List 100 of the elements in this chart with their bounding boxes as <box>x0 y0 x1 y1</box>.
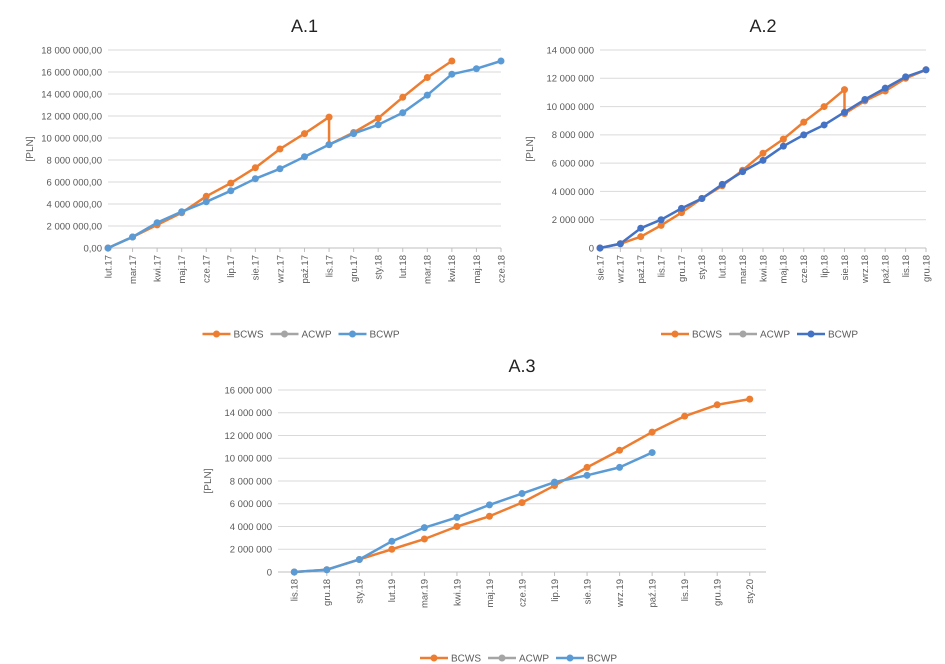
x-tick-label: sty.18 <box>697 255 708 280</box>
x-tick-label: gru.18 <box>921 255 932 282</box>
y-tick-label: 8 000 000 <box>230 476 272 488</box>
x-tick-label: paź.17 <box>636 255 648 284</box>
x-tick-label: kwi.19 <box>452 579 464 606</box>
x-tick-label: lut.18 <box>398 255 410 278</box>
y-tick-label: 10 000 000,00 <box>41 133 102 144</box>
point <box>800 131 808 138</box>
legend-label: BCWP <box>828 330 858 340</box>
point <box>453 514 460 521</box>
x-tick-label: kwi.17 <box>152 255 164 282</box>
point <box>800 118 808 126</box>
y-tick-label: 18 000 000,00 <box>41 45 102 56</box>
point <box>388 538 396 545</box>
x-tick-label: cze.18 <box>799 255 810 283</box>
point <box>658 222 665 229</box>
point <box>227 187 234 194</box>
point <box>648 428 656 436</box>
y-tick-label: 0,00 <box>84 243 102 254</box>
y-tick-label: 4 000 000 <box>552 186 594 198</box>
point <box>551 478 558 486</box>
point <box>518 490 526 498</box>
point <box>388 546 396 553</box>
x-tick-label: lip.18 <box>819 255 830 278</box>
y-tick-label: 16 000 000 <box>224 385 272 396</box>
point <box>301 153 308 160</box>
y-tick-label: 6 000 000 <box>230 499 272 510</box>
y-tick-label: 4 000 000 <box>230 522 272 533</box>
point <box>746 396 754 403</box>
x-tick-label: mar.19 <box>420 579 431 608</box>
y-tick-label: 14 000 000,00 <box>41 89 102 100</box>
point <box>780 136 787 143</box>
x-tick-label: wrz.19 <box>614 579 626 608</box>
x-tick-label: lut.18 <box>718 255 729 278</box>
legend-label: ACWP <box>302 330 332 340</box>
point <box>227 180 234 187</box>
y-tick-label: 16 000 000,00 <box>41 67 102 78</box>
y-tick-label: 4 000 000,00 <box>46 199 102 210</box>
point <box>301 130 308 138</box>
y-tick-label: 2 000 000 <box>230 544 272 556</box>
x-tick-label: kwi.18 <box>758 255 770 282</box>
point <box>760 156 766 164</box>
x-tick-label: lip.19 <box>550 579 561 602</box>
point <box>498 58 504 64</box>
point <box>276 146 284 152</box>
point <box>584 464 591 471</box>
x-tick-label: gru.17 <box>348 255 360 282</box>
chart-title: A.3 <box>508 356 536 376</box>
x-tick-label: cze.19 <box>517 579 528 607</box>
x-tick-label: maj.18 <box>778 255 790 284</box>
x-tick-label: paź.18 <box>880 255 892 284</box>
point <box>399 109 406 116</box>
point <box>616 446 624 454</box>
legend-label: BCWP <box>370 330 400 340</box>
y-axis-title: [PLN] <box>525 136 536 162</box>
point <box>760 150 766 157</box>
point <box>820 121 828 128</box>
y-tick-label: 6 000 000 <box>552 158 594 170</box>
point <box>637 224 644 232</box>
legend-label: ACWP <box>760 330 790 340</box>
x-tick-label: lut.19 <box>387 579 398 602</box>
x-tick-label: wrz.17 <box>616 255 627 284</box>
point <box>780 142 787 150</box>
point <box>448 58 456 64</box>
y-tick-label: 10 000 000 <box>546 102 594 113</box>
x-tick-label: mar.18 <box>738 255 749 284</box>
x-tick-label: kwi.18 <box>447 255 458 282</box>
x-tick-label: maj.18 <box>472 255 483 284</box>
legend-label: BCWS <box>234 330 264 340</box>
y-tick-label: 14 000 000 <box>224 408 272 420</box>
x-tick-label: sty.19 <box>354 579 366 604</box>
x-tick-label: maj.17 <box>177 255 188 284</box>
y-tick-label: 10 000 000 <box>224 454 272 465</box>
point <box>518 499 526 506</box>
point <box>420 524 428 532</box>
point <box>453 523 460 530</box>
x-tick-label: gru.17 <box>676 255 688 282</box>
point <box>637 233 644 240</box>
x-tick-label: gru.18 <box>322 579 334 606</box>
legend-label: BCWS <box>451 654 482 664</box>
point <box>616 464 624 471</box>
point <box>399 94 406 101</box>
x-tick-label: mar.18 <box>422 255 434 284</box>
x-tick-label: mar.17 <box>128 255 139 284</box>
y-tick-label: 8 000 000 <box>552 130 594 142</box>
y-tick-label: 2 000 000,00 <box>46 221 102 232</box>
legend-label: BCWP <box>587 654 618 664</box>
y-tick-label: 0 <box>588 243 594 254</box>
point <box>658 216 665 224</box>
x-tick-label: paź.17 <box>300 255 311 284</box>
point <box>448 70 456 78</box>
legend-label: ACWP <box>519 654 550 664</box>
point <box>420 536 428 543</box>
point <box>374 121 382 128</box>
point <box>820 103 828 110</box>
x-tick-label: lis.19 <box>680 579 691 602</box>
x-tick-label: lis.17 <box>656 255 668 278</box>
point <box>202 198 210 206</box>
y-axis-title: [PLN] <box>203 468 214 494</box>
x-tick-label: wrz.18 <box>860 255 872 284</box>
